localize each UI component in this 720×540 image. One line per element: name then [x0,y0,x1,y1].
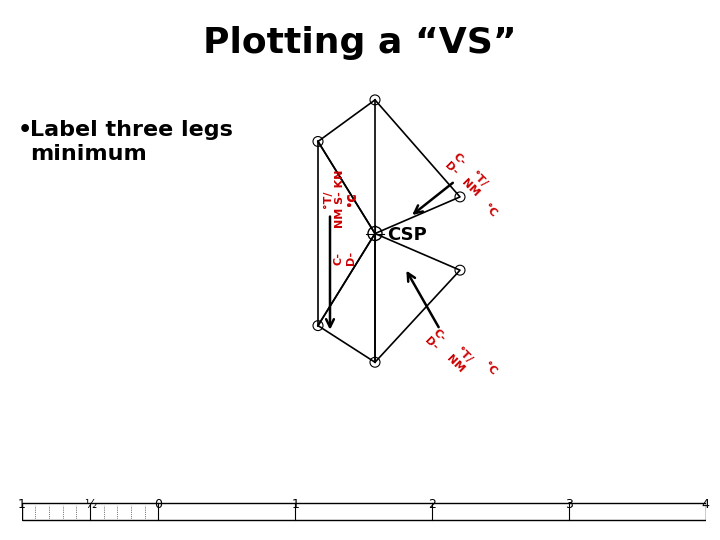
Text: •: • [18,120,32,140]
Text: Label three legs: Label three legs [30,120,233,140]
Text: ½: ½ [84,498,96,511]
Text: 3: 3 [565,498,572,511]
Text: Plotting a “VS”: Plotting a “VS” [203,25,517,59]
Bar [22,503,706,519]
Text: °T/
NM S- KN
°C: °T/ NM S- KN °C [323,170,357,228]
Text: °T/
NM: °T/ NM [460,169,490,199]
Text: °C: °C [482,361,498,377]
Text: 1: 1 [292,498,299,511]
Text: 0: 0 [154,498,163,511]
Text: 4: 4 [702,498,709,511]
Text: °C: °C [482,202,498,219]
Text: 1: 1 [18,498,25,511]
Text: °C: °C [348,192,358,206]
Text: CSP: CSP [387,226,427,244]
Text: C-
D-: C- D- [422,327,448,353]
Text: °T/
NM: °T/ NM [445,344,475,374]
Text: 2: 2 [428,498,436,511]
Text: C-
D-: C- D- [334,251,356,265]
Text: minimum: minimum [30,144,147,165]
Text: C-
D-: C- D- [442,151,468,177]
